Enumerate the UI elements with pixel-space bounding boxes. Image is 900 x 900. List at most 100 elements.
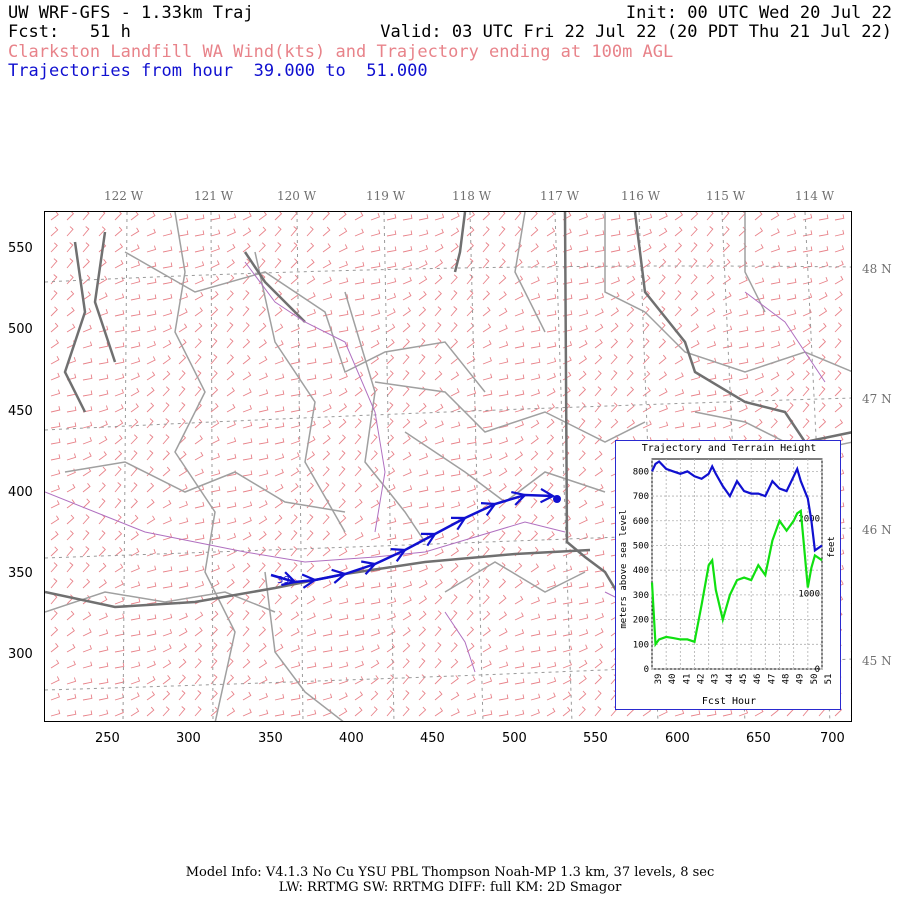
wind-barb <box>194 706 202 717</box>
wind-barb <box>546 418 555 429</box>
wind-barb <box>242 438 253 445</box>
wind-barb <box>594 500 604 509</box>
wind-barb <box>114 293 125 301</box>
wind-barb <box>498 357 509 365</box>
wind-barb <box>178 308 188 317</box>
wind-barb <box>738 276 748 285</box>
wind-barb <box>434 610 442 621</box>
wa-id-border <box>563 212 619 593</box>
wind-barb <box>386 674 395 685</box>
wind-barb <box>594 690 602 701</box>
wind-barb <box>642 213 653 221</box>
wind-barb <box>210 502 221 509</box>
wind-barb <box>434 437 445 445</box>
wind-barb <box>850 651 851 652</box>
wind-barb <box>450 562 459 573</box>
inset-ylabel-left: meters above sea level <box>619 509 629 628</box>
wind-barb <box>402 214 413 221</box>
wind-barb <box>82 436 92 445</box>
wind-barb <box>450 388 460 397</box>
wind-barb <box>706 274 715 285</box>
wind-barb <box>306 595 316 605</box>
wind-barb <box>658 338 667 349</box>
wind-barb <box>402 706 410 717</box>
wind-barb <box>594 550 605 557</box>
wind-barb <box>242 322 250 333</box>
wind-barb <box>242 531 252 541</box>
wind-barb <box>146 645 157 653</box>
wind-barb <box>466 339 475 349</box>
wind-barb <box>738 708 749 717</box>
wind-barb <box>674 405 685 413</box>
wind-barb <box>242 274 250 285</box>
wind-barb <box>114 514 122 525</box>
wind-barb <box>594 628 604 637</box>
wind-barb <box>354 548 364 557</box>
wind-barb <box>418 502 429 509</box>
wind-barb <box>594 612 604 621</box>
wind-barb <box>482 373 493 381</box>
wind-barb <box>482 643 492 653</box>
wind-barb <box>594 402 602 413</box>
wind-barb <box>466 212 476 221</box>
wind-barb <box>818 370 826 381</box>
wind-barb <box>562 582 573 589</box>
wind-barb <box>98 629 109 637</box>
wind-barb <box>786 402 794 413</box>
wind-barb <box>610 246 621 253</box>
wind-barb <box>146 515 156 525</box>
wind-barb <box>354 691 364 701</box>
wind-barb <box>146 582 157 589</box>
inset-right-tick: 1000 <box>798 590 820 600</box>
wind-barb <box>418 419 428 429</box>
wind-barb <box>498 467 508 477</box>
wind-barb <box>130 294 141 301</box>
wind-barb <box>242 516 252 525</box>
wind-barb <box>338 466 346 477</box>
wind-barb <box>578 262 589 269</box>
wind-barb <box>818 402 826 413</box>
wind-barb <box>370 499 380 509</box>
wind-barb <box>690 274 698 285</box>
wind-barb <box>578 598 589 605</box>
wind-barb <box>402 230 413 237</box>
wind-barb <box>82 452 92 461</box>
wind-barb <box>354 212 364 221</box>
wind-barb <box>770 245 781 253</box>
wind-barb <box>434 579 443 589</box>
wind-barb <box>610 276 620 285</box>
wind-barb <box>130 547 140 557</box>
wind-barb <box>50 242 58 253</box>
wind-barb <box>626 370 634 381</box>
lake-rufus <box>453 212 467 273</box>
wind-barb <box>546 677 557 685</box>
wind-barb <box>818 386 826 397</box>
wind-barb <box>242 485 253 493</box>
wind-barb <box>146 482 155 493</box>
wind-barb <box>434 690 443 701</box>
wind-barb <box>850 699 851 700</box>
wind-barb <box>674 290 682 301</box>
wind-barb <box>546 661 557 669</box>
wind-barb <box>482 710 493 717</box>
wind-barb <box>322 693 333 701</box>
wind-barb <box>178 277 189 285</box>
wind-barb <box>50 469 61 477</box>
wind-barb <box>434 290 442 301</box>
wind-barb <box>706 324 716 333</box>
wind-barb <box>290 530 298 541</box>
wind-barb <box>578 246 589 253</box>
wind-barb <box>402 611 412 621</box>
wind-barb <box>594 434 603 445</box>
wind-barb <box>322 419 332 429</box>
wind-barb <box>242 306 250 317</box>
wind-barb <box>562 630 573 637</box>
wind-barb <box>546 630 557 637</box>
wind-barb <box>450 578 459 589</box>
trajectory-arrow <box>480 502 498 516</box>
wind-barb <box>322 389 333 397</box>
wind-barb <box>354 387 363 397</box>
wind-barb <box>434 486 445 493</box>
wind-barb <box>530 693 541 701</box>
trajectory-hours: Trajectories from hour 39.000 to 51.000 <box>8 61 428 81</box>
